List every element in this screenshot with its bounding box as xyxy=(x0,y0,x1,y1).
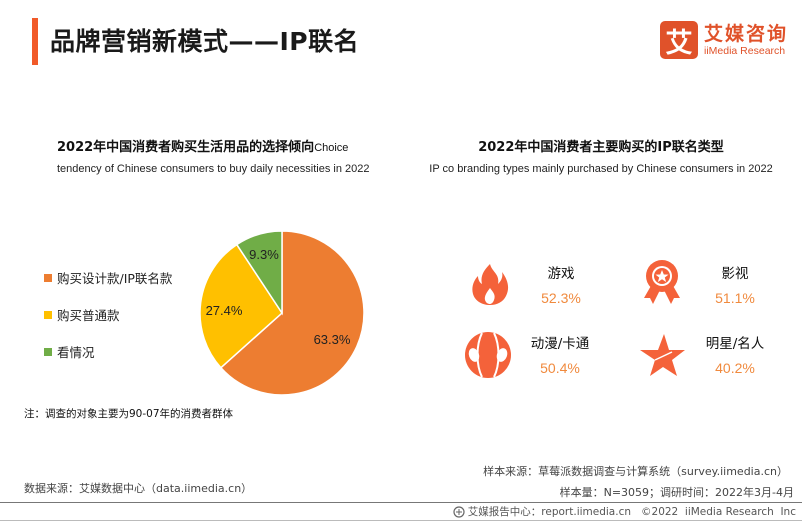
right-chart-subtitle: IP co branding types mainly purchased by… xyxy=(429,163,773,175)
footer-bottom-line xyxy=(0,520,802,521)
ip-type-game: 游戏 52.3% xyxy=(466,260,581,308)
ip-type-label: 明星/名人 xyxy=(705,336,765,352)
pie-label-yellow: 27.4% xyxy=(206,303,243,318)
legend-item: 购买设计款/IP联名款 xyxy=(44,268,172,287)
logo-mark: 艾 xyxy=(660,21,698,59)
left-chart-title-cn: 2022年中国消费者购买生活用品的选择倾向 xyxy=(57,140,315,155)
legend-item: 购买普通款 xyxy=(44,305,172,324)
ip-type-label: 影视 xyxy=(721,266,749,282)
star-icon xyxy=(638,331,686,379)
footer-text: 艾媒报告中心：report.iimedia.cn ©2022 iiMedia R… xyxy=(467,506,796,518)
ip-type-film: 影视 51.1% xyxy=(638,258,755,306)
sample-source: 样本来源：草莓派数据调查与计算系统（survey.iimedia.cn） xyxy=(483,465,788,478)
survey-note: 注：调查的对象主要为90-07年的消费者群体 xyxy=(24,408,234,420)
ip-type-value: 40.2% xyxy=(715,360,755,376)
ip-type-value: 51.1% xyxy=(715,290,755,306)
right-chart-title: 2022年中国消费者主要购买的IP联名类型 xyxy=(478,140,724,155)
fire-icon xyxy=(466,260,514,308)
pie-chart: 63.3% 27.4% 9.3% xyxy=(199,230,365,396)
pie-slice-depends xyxy=(235,230,283,316)
legend-label: 购买普通款 xyxy=(57,308,120,323)
ip-type-value: 50.4% xyxy=(540,360,580,376)
page-title: 品牌营销新模式——IP联名 xyxy=(50,27,360,56)
data-source: 数据来源：艾媒数据中心（data.iimedia.cn） xyxy=(24,482,253,495)
logo-name-en: iiMedia Research xyxy=(704,44,786,57)
pie-slice-regular xyxy=(199,243,283,369)
ip-type-anime: 动漫/卡通 50.4% xyxy=(464,331,589,379)
title-accent-bar xyxy=(32,18,38,65)
report-center-icon xyxy=(453,505,465,518)
footer-divider xyxy=(0,502,802,503)
left-chart-subtitle: tendency of Chinese consumers to buy dai… xyxy=(57,163,370,175)
footer: 艾媒报告中心：report.iimedia.cn ©2022 iiMedia R… xyxy=(453,504,796,519)
iimedia-logo: 艾 艾媒咨询 iiMedia Research xyxy=(660,20,788,60)
ip-type-value: 52.3% xyxy=(541,290,581,306)
legend-swatch-orange xyxy=(44,273,52,282)
pie-slice-ip-cobrand xyxy=(219,230,365,396)
legend-item: 看情况 xyxy=(44,342,172,361)
ip-type-celebrity: 明星/名人 40.2% xyxy=(638,331,764,379)
logo-name-cn: 艾媒咨询 xyxy=(704,22,789,45)
pie-legend: 购买设计款/IP联名款 购买普通款 看情况 xyxy=(44,268,172,379)
legend-label: 购买设计款/IP联名款 xyxy=(57,271,173,286)
left-chart-title-en: Choice xyxy=(314,142,349,154)
pie-label-green: 9.3% xyxy=(249,247,279,262)
pie-label-orange: 63.3% xyxy=(314,332,351,347)
sample-info: 样本量：N=3059；调研时间：2022年3月-4月 xyxy=(559,486,794,499)
ip-type-label: 游戏 xyxy=(547,266,575,282)
cartoon-mask-icon xyxy=(464,331,512,379)
legend-label: 看情况 xyxy=(57,345,95,360)
ip-type-label: 动漫/卡通 xyxy=(530,336,590,352)
legend-swatch-yellow xyxy=(44,310,52,319)
award-ribbon-icon xyxy=(638,258,686,306)
legend-swatch-green xyxy=(44,347,52,356)
left-chart-title: 2022年中国消费者购买生活用品的选择倾向Choice xyxy=(57,136,348,155)
